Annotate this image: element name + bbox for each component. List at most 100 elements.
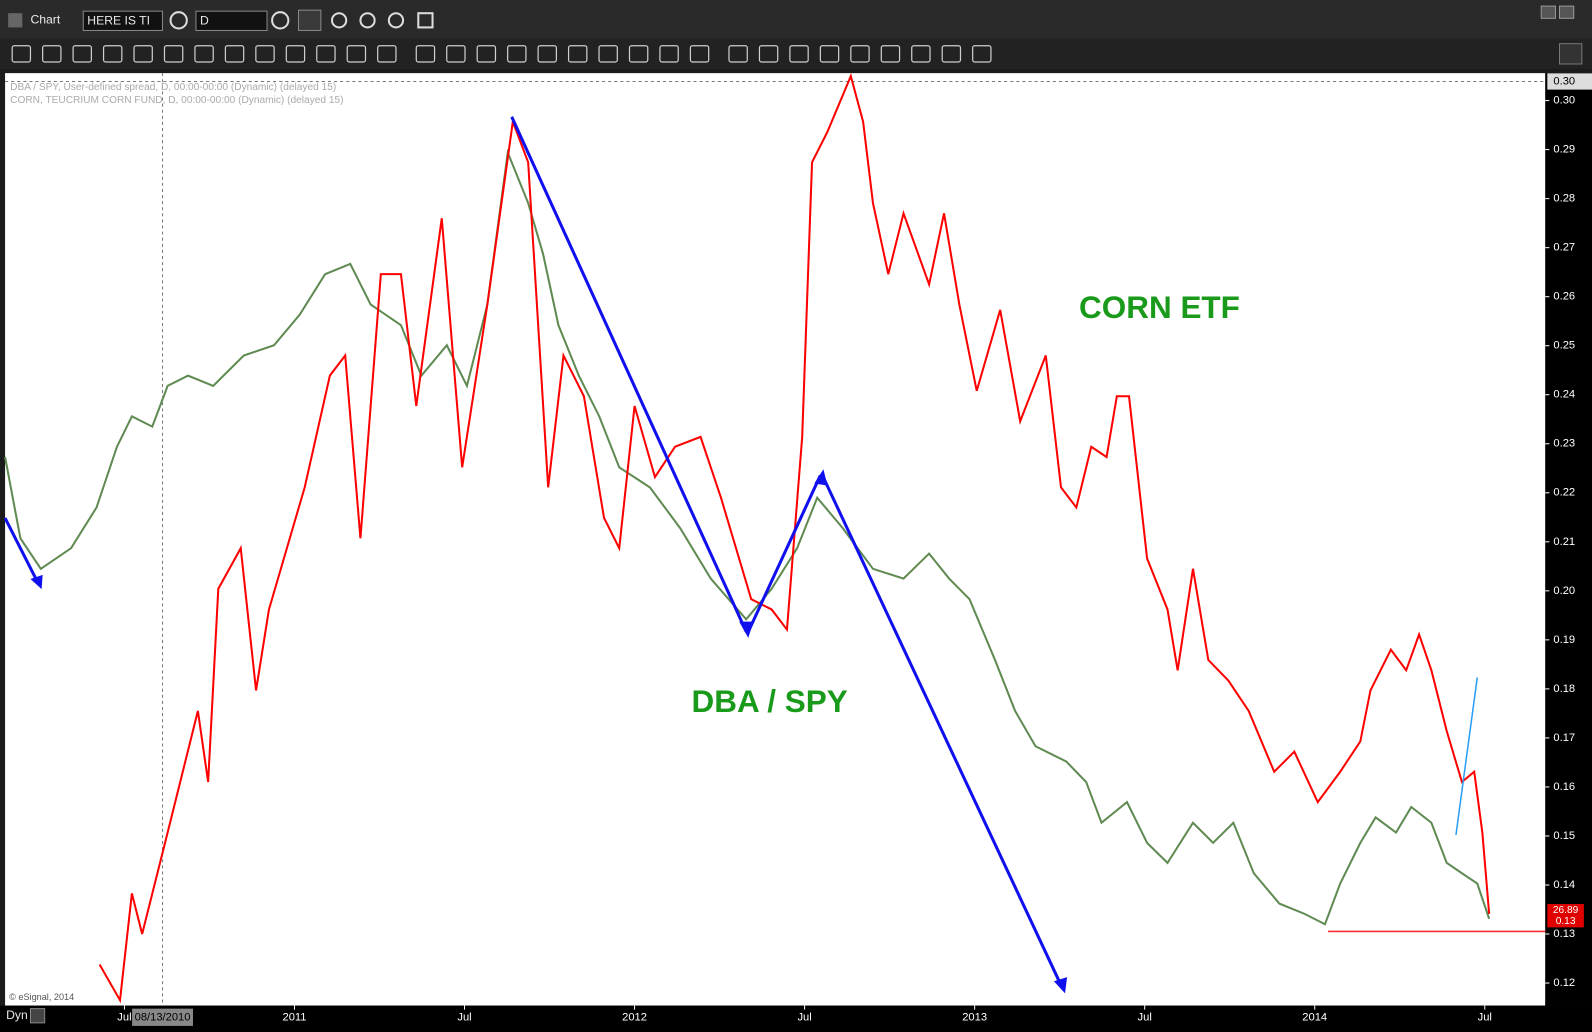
tool-button[interactable] (537, 45, 557, 63)
y-tick-label: 0.23 (1553, 438, 1575, 450)
crosshair-x-label: 08/13/2010 (135, 1012, 191, 1024)
refresh-button[interactable] (330, 12, 348, 29)
x-tick-label: 2014 (1302, 1012, 1327, 1024)
tool-button[interactable] (628, 45, 649, 63)
drawing-toolbar (0, 38, 1592, 70)
tool-button[interactable] (476, 45, 497, 63)
y-tick-label: 0.21 (1553, 536, 1575, 548)
maximize-button[interactable] (1559, 5, 1575, 19)
y-axis-area (1545, 73, 1592, 1006)
tool-button[interactable] (224, 45, 245, 63)
y-tick-label: 0.27 (1553, 242, 1575, 254)
y-tick-label: 0.13 (1553, 928, 1575, 940)
annotation: CORN ETF (1079, 290, 1240, 325)
drawing-tools (11, 45, 992, 63)
y-tick-label: 0.19 (1553, 634, 1575, 646)
x-tick-label: Jul (797, 1012, 811, 1024)
tool-button[interactable] (659, 45, 679, 63)
tool-button[interactable] (911, 45, 931, 63)
plot-layer: 0.12 0.13 0.14 0.15 0.16 0.17 0.18 0.19 0.20 0.21… (4, 72, 1592, 1026)
y-tick-label: 0.24 (1553, 389, 1575, 401)
symbol-text: HERE IS TI (87, 14, 150, 28)
legend-entry: CORN, TEUCRIUM CORN FUND, D, 00:00-00:00… (10, 95, 343, 106)
tool-button[interactable] (194, 45, 214, 63)
trend-arrow (3, 517, 40, 585)
tool-button[interactable] (598, 45, 618, 63)
tool-button[interactable] (789, 45, 809, 63)
time-button[interactable] (271, 11, 290, 30)
crosshair-y-box (1547, 73, 1592, 90)
series-line (98, 72, 1491, 1004)
tool-button[interactable] (72, 45, 92, 63)
tool-button[interactable] (941, 45, 962, 63)
arrow-head (814, 469, 828, 486)
tool-button[interactable] (689, 45, 710, 63)
tool-button[interactable] (316, 45, 336, 63)
tool-button[interactable] (880, 45, 901, 63)
mode-button[interactable] (29, 1008, 46, 1024)
last-price-label: 26.89 (1553, 905, 1579, 916)
pen-button[interactable] (297, 9, 322, 31)
window-title: Chart (30, 13, 60, 27)
interval-text: D (200, 14, 209, 28)
tool-button[interactable] (567, 45, 588, 63)
tool-button[interactable] (163, 45, 184, 63)
tool-button[interactable] (377, 45, 397, 63)
x-tick-label: Jul (1138, 1012, 1152, 1024)
crosshair-x-box (132, 1008, 193, 1026)
y-tick-label: 0.12 (1553, 977, 1575, 989)
tool-button[interactable] (285, 45, 306, 63)
x-tick-label: 2012 (622, 1012, 647, 1024)
trend-arrow (510, 116, 748, 633)
tool-button[interactable] (255, 45, 275, 63)
y-tick-label: 0.14 (1553, 879, 1575, 891)
symbol-field[interactable] (82, 10, 163, 31)
tool-button[interactable] (972, 45, 992, 63)
y-tick-label: 0.20 (1553, 585, 1575, 597)
annotation: DBA / SPY (692, 684, 848, 719)
copyright: © eSignal, 2014 (9, 992, 74, 1002)
x-tick-label: Jul (457, 1012, 471, 1024)
x-tick-label: Jul (1478, 1012, 1492, 1024)
last-price-label: 0.13 (1556, 916, 1576, 927)
y-tick-label: 0.18 (1553, 683, 1575, 695)
arrow-head (1053, 977, 1068, 994)
x-tick-label: 2013 (962, 1012, 987, 1024)
plot-area (5, 73, 1546, 1006)
y-tick-label: 0.26 (1553, 291, 1575, 303)
x-tick-label: Jul (117, 1012, 131, 1024)
last-price-box (1547, 904, 1584, 917)
interval-field[interactable] (195, 10, 268, 31)
tool-button[interactable] (728, 45, 748, 63)
play-button[interactable] (359, 12, 376, 29)
chart-icon (8, 13, 23, 28)
tool-button[interactable] (758, 45, 779, 63)
settings-button[interactable] (169, 11, 188, 30)
tool-button[interactable] (819, 45, 840, 63)
tool-button[interactable] (346, 45, 367, 63)
y-tick-label: 0.17 (1553, 732, 1575, 744)
y-tick-label: 0.29 (1553, 144, 1575, 156)
tool-button[interactable] (850, 45, 870, 63)
trend-arrow (821, 474, 1064, 988)
tool-button[interactable] (42, 45, 62, 63)
arrow-head (739, 621, 754, 638)
tool-button[interactable] (133, 45, 153, 63)
restore-button[interactable] (1540, 5, 1556, 19)
legend-entry: DBA / SPY, User-defined spread, D, 00:00… (10, 82, 336, 93)
alert-button[interactable] (387, 12, 405, 29)
trend-line (1455, 677, 1479, 836)
y-tick-label: 0.30 (1553, 95, 1575, 107)
x-axis-area (0, 1005, 1592, 1032)
tool-button[interactable] (446, 45, 466, 63)
tool-button[interactable] (507, 45, 527, 63)
tool-button[interactable] (102, 45, 123, 63)
tool-button[interactable] (415, 45, 436, 63)
tool-toggle[interactable] (1559, 43, 1583, 65)
mode-label: Dyn (6, 1008, 28, 1022)
y-tick-label: 0.25 (1553, 340, 1575, 352)
link-button[interactable] (417, 12, 434, 29)
tool-button[interactable] (11, 45, 32, 63)
